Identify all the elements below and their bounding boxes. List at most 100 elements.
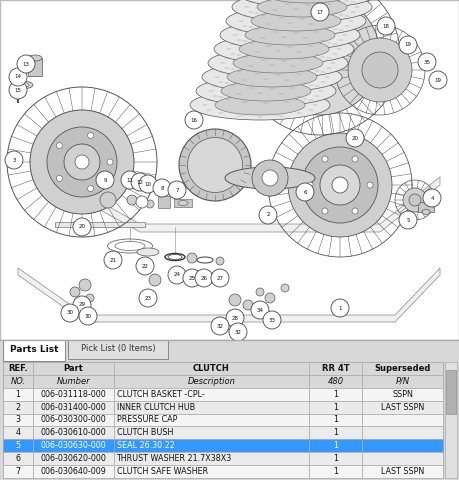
Circle shape xyxy=(149,274,161,286)
Circle shape xyxy=(79,279,91,291)
Bar xyxy=(113,414,309,426)
Ellipse shape xyxy=(257,0,347,17)
Bar xyxy=(362,426,443,439)
Ellipse shape xyxy=(214,34,354,64)
Text: 19: 19 xyxy=(404,43,412,48)
Text: CLUTCH: CLUTCH xyxy=(193,364,230,373)
Text: 1: 1 xyxy=(333,428,338,437)
Ellipse shape xyxy=(220,20,360,50)
Circle shape xyxy=(352,208,358,214)
Text: 23: 23 xyxy=(145,296,151,300)
Ellipse shape xyxy=(251,11,341,31)
Circle shape xyxy=(296,183,314,201)
Circle shape xyxy=(86,294,94,302)
Ellipse shape xyxy=(178,201,188,205)
Circle shape xyxy=(183,269,201,287)
Bar xyxy=(309,401,362,414)
Ellipse shape xyxy=(227,67,317,87)
Bar xyxy=(3,340,65,361)
Text: Description: Description xyxy=(188,377,235,386)
Bar xyxy=(68,340,168,359)
Circle shape xyxy=(139,289,157,307)
Text: 21: 21 xyxy=(110,257,117,263)
Bar xyxy=(33,401,113,414)
Text: 006-031118-000: 006-031118-000 xyxy=(40,390,106,399)
Circle shape xyxy=(226,309,244,327)
Bar xyxy=(113,362,309,375)
Text: 1: 1 xyxy=(333,403,338,412)
Ellipse shape xyxy=(215,95,305,115)
Text: 20: 20 xyxy=(78,225,85,229)
Circle shape xyxy=(322,156,328,162)
Text: 4: 4 xyxy=(16,428,21,437)
Bar xyxy=(3,452,33,465)
Bar xyxy=(28,58,42,76)
Text: CLUTCH SAFE WASHER: CLUTCH SAFE WASHER xyxy=(117,467,208,476)
Bar xyxy=(3,362,33,375)
Ellipse shape xyxy=(187,137,242,192)
Text: 5: 5 xyxy=(406,217,410,223)
Text: 22: 22 xyxy=(141,264,149,268)
Circle shape xyxy=(153,179,171,197)
Ellipse shape xyxy=(28,55,42,61)
Circle shape xyxy=(211,269,229,287)
Bar xyxy=(33,414,113,426)
Circle shape xyxy=(399,36,417,54)
Bar xyxy=(3,401,33,414)
Text: 11: 11 xyxy=(127,178,134,182)
Circle shape xyxy=(47,127,117,197)
Text: 17: 17 xyxy=(317,10,324,14)
Bar xyxy=(362,362,443,375)
Text: 7: 7 xyxy=(175,188,179,192)
Bar xyxy=(55,222,145,227)
Bar xyxy=(113,452,309,465)
Text: 006-030640-009: 006-030640-009 xyxy=(40,467,106,476)
Ellipse shape xyxy=(202,62,342,92)
Circle shape xyxy=(362,52,398,88)
Text: 1: 1 xyxy=(333,390,338,399)
Circle shape xyxy=(136,196,148,208)
Text: 1: 1 xyxy=(338,305,342,311)
Bar xyxy=(113,388,309,401)
Text: 13: 13 xyxy=(22,61,29,67)
Text: 3: 3 xyxy=(16,416,21,424)
Ellipse shape xyxy=(17,82,33,88)
Text: 1: 1 xyxy=(333,416,338,424)
Ellipse shape xyxy=(422,209,430,215)
Circle shape xyxy=(195,269,213,287)
Ellipse shape xyxy=(263,0,353,3)
Circle shape xyxy=(311,3,329,21)
Text: 19: 19 xyxy=(435,77,442,83)
Text: 29: 29 xyxy=(78,302,85,308)
Circle shape xyxy=(73,218,91,236)
Circle shape xyxy=(185,111,203,129)
Ellipse shape xyxy=(238,0,378,8)
Circle shape xyxy=(88,132,94,138)
Circle shape xyxy=(302,147,378,223)
Bar xyxy=(3,388,33,401)
Bar xyxy=(362,414,443,426)
Text: 32: 32 xyxy=(217,324,224,328)
Circle shape xyxy=(96,171,114,189)
Text: 4: 4 xyxy=(430,195,434,201)
Bar xyxy=(309,439,362,452)
Circle shape xyxy=(139,175,157,193)
Polygon shape xyxy=(18,268,440,322)
Text: 24: 24 xyxy=(174,273,180,277)
Circle shape xyxy=(17,55,35,73)
Circle shape xyxy=(168,266,186,284)
Circle shape xyxy=(131,173,149,191)
Text: 8: 8 xyxy=(160,185,164,191)
Circle shape xyxy=(56,143,62,148)
Bar xyxy=(309,465,362,478)
Text: SSPN: SSPN xyxy=(392,390,413,399)
Bar xyxy=(446,370,456,414)
Text: 006-031400-000: 006-031400-000 xyxy=(40,403,106,412)
Bar xyxy=(33,465,113,478)
Circle shape xyxy=(211,317,229,335)
Ellipse shape xyxy=(190,90,330,120)
Text: 2: 2 xyxy=(16,403,21,412)
Bar xyxy=(309,388,362,401)
Text: 20: 20 xyxy=(352,135,358,141)
Circle shape xyxy=(107,159,113,165)
